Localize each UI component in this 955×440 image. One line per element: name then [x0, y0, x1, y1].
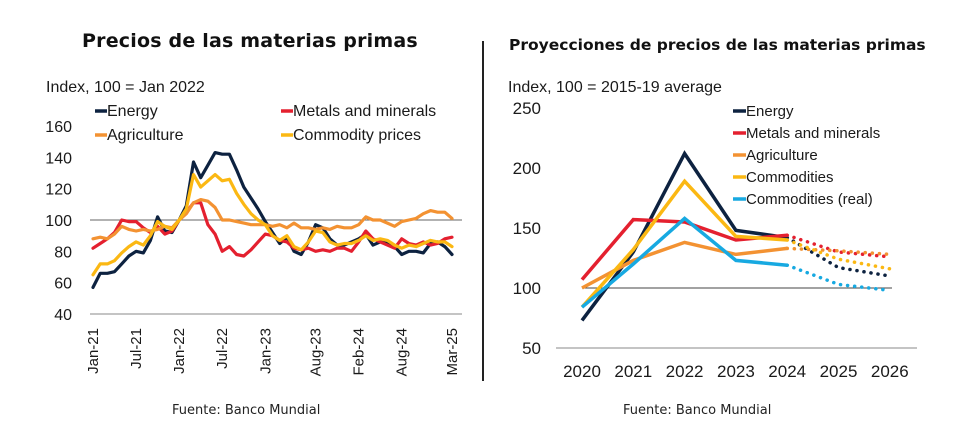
source-note-left: Fuente: Banco Mundial	[172, 403, 321, 418]
chart-title-right: Proyecciones de precios de las materias …	[509, 36, 926, 54]
series-projection-commodities	[785, 238, 892, 271]
commodity-prices-chart: Index, 100 = Jan 2022 40 60 80 100 120 140 160 J…	[45, 79, 462, 376]
chart-title-left: Precios de las materias primas	[82, 30, 418, 52]
x-tick-label: Feb-24	[351, 328, 368, 376]
y-tick-label: 100	[513, 279, 541, 298]
x-tick-label: Jan-22	[171, 328, 188, 374]
y-axis-label: Index, 100 = Jan 2022	[46, 79, 205, 96]
x-tick-label: Jul-22	[214, 328, 231, 369]
y-axis-label: Index, 100 = 2015-19 average	[508, 79, 722, 96]
legend-label: Metals and minerals	[746, 125, 880, 142]
x-tick-label: Jan-21	[85, 328, 102, 374]
x-tick-label: 2020	[563, 362, 601, 381]
legend-label: Agriculture	[746, 147, 818, 164]
series-line-commodities-real	[580, 216, 788, 309]
y-tick-label: 200	[513, 159, 541, 178]
source-note-right: Fuente: Banco Mundial	[623, 403, 772, 418]
legend-label: Commodity prices	[293, 127, 421, 144]
series-line-energy	[580, 150, 788, 322]
y-tick-label: 60	[54, 276, 72, 293]
y-tick-label: 120	[45, 182, 72, 199]
series-line-commodity-prices	[91, 173, 454, 277]
series-projection-agriculture	[785, 246, 892, 257]
y-tick-label: 160	[45, 119, 72, 136]
series-projection-commodities-real	[785, 263, 892, 293]
x-tick-label: Mar-25	[444, 328, 461, 376]
y-tick-label: 50	[522, 339, 541, 358]
legend-label: Energy	[107, 103, 158, 120]
x-tick-label: Aug-23	[308, 328, 325, 376]
x-tick-label: 2024	[768, 362, 806, 381]
legend-label: Metals and minerals	[293, 103, 436, 120]
y-tick-label: 150	[513, 219, 541, 238]
series-line-commodities	[580, 178, 788, 309]
legend-label: Energy	[746, 103, 794, 120]
series-projection-energy	[785, 235, 892, 278]
legend-label: Agriculture	[107, 127, 184, 144]
x-tick-label: Aug-24	[394, 328, 411, 376]
x-tick-label: Jan-23	[257, 328, 274, 374]
series-projection-metals-and-minerals	[785, 233, 892, 259]
y-tick-label: 40	[54, 307, 72, 324]
x-tick-label: 2026	[871, 362, 909, 381]
legend-label: Commodities	[746, 169, 834, 186]
x-tick-label: Jul-21	[128, 328, 145, 369]
y-tick-label: 80	[54, 244, 72, 261]
y-tick-label: 140	[45, 150, 72, 167]
x-tick-label: 2021	[614, 362, 652, 381]
x-tick-label: 2022	[666, 362, 704, 381]
y-tick-label: 250	[513, 99, 541, 118]
x-tick-label: 2023	[717, 362, 755, 381]
x-tick-label: 2025	[820, 362, 858, 381]
y-tick-label: 100	[45, 213, 72, 230]
chart-divider	[482, 41, 484, 381]
commodity-projections-chart: Index, 100 = 2015-19 average 50 100 150 200 2…	[508, 79, 917, 381]
legend-label: Commodities (real)	[746, 191, 873, 208]
